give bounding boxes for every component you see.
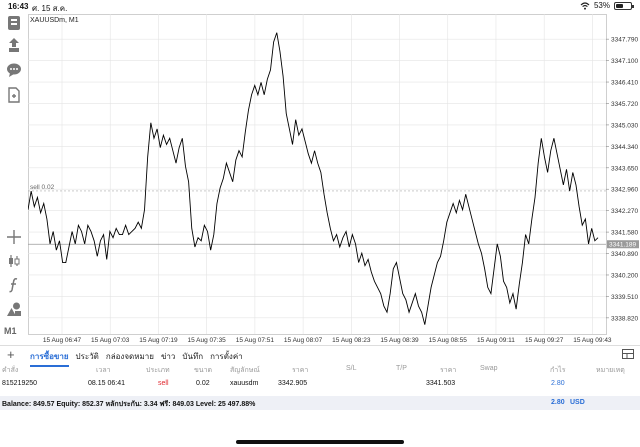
y-tick-label: 3339.510 — [611, 294, 638, 301]
x-tick-label: 15 Aug 08:23 — [332, 337, 371, 344]
status-right: 53% — [580, 1, 634, 10]
x-tick-label: 15 Aug 09:27 — [525, 337, 564, 344]
col-order: คำสั่ง — [2, 367, 19, 374]
col-symbol: สัญลักษณ์ — [230, 367, 260, 374]
order-size: 0.02 — [196, 380, 210, 387]
terminal-tabs: การซื้อขาย ประวัติ กล่องจดหมาย ข่าว บันท… — [30, 350, 243, 367]
crosshair-icon[interactable] — [5, 228, 23, 246]
col-profit: กำไร — [550, 367, 566, 374]
tab-settings[interactable]: การตั้งค่า — [210, 352, 243, 361]
document-icon[interactable] — [5, 86, 23, 104]
col-type: ประเภท — [146, 367, 170, 374]
x-tick-label: 15 Aug 07:19 — [139, 337, 178, 344]
y-tick-label: 3338.820 — [611, 315, 638, 322]
y-tick-label: 3345.720 — [611, 101, 638, 108]
col-sl: S/L — [346, 365, 357, 372]
chat-icon[interactable] — [5, 61, 23, 79]
col-time: เวลา — [96, 367, 111, 374]
total-profit: 2.80 — [551, 399, 565, 406]
table-header: คำสั่ง เวลา ประเภท ขนาด สัญลักษณ์ ราคา S… — [0, 365, 640, 377]
current-price-label: 3341.189 — [609, 242, 636, 249]
y-tick-label: 3342.270 — [611, 208, 638, 215]
status-date: ศ. 15 ส.ค. — [32, 4, 68, 13]
price-series-line — [28, 32, 599, 325]
x-tick-label: 15 Aug 08:39 — [380, 337, 419, 344]
balance-summary: Balance: 849.57 Equity: 852.37 หลักประกั… — [2, 401, 256, 408]
order-type: sell — [158, 380, 169, 387]
tab-mailbox[interactable]: กล่องจดหมาย — [105, 352, 154, 361]
function-icon[interactable] — [5, 276, 23, 294]
col-comment: หมายเหตุ — [596, 367, 625, 374]
battery-fill — [616, 3, 624, 8]
col-tp: T/P — [396, 365, 407, 372]
grid-icon[interactable] — [622, 349, 634, 361]
x-tick-label: 15 Aug 06:47 — [43, 337, 82, 344]
price-chart[interactable]: 3338.820 3339.510 3340.200 3340.890 3341.580… — [28, 14, 640, 344]
col-price: ราคา — [292, 367, 309, 374]
col-size: ขนาด — [194, 367, 213, 374]
terminal-tabbar: + การซื้อขาย ประวัติ กล่องจดหมาย ข่าว บั… — [0, 345, 640, 367]
tab-trade[interactable]: การซื้อขาย — [30, 350, 69, 367]
candles-icon[interactable] — [5, 252, 23, 270]
objects-icon[interactable] — [5, 300, 23, 318]
trade-arrows-icon[interactable] — [5, 36, 23, 54]
y-tick-label: 3345.030 — [611, 122, 638, 129]
order-price-current: 3341.503 — [426, 380, 456, 387]
order-symbol: xauusdm — [230, 380, 259, 387]
y-tick-label: 3342.960 — [611, 187, 638, 194]
battery-percent: 53% — [593, 1, 610, 10]
left-toolbar: M1 — [0, 14, 28, 340]
order-price-open: 3342.905 — [278, 380, 308, 387]
y-tick-label: 3340.200 — [611, 272, 638, 279]
timeframe-button[interactable]: M1 — [4, 326, 17, 336]
x-tick-label: 15 Aug 09:11 — [477, 337, 515, 344]
new-order-icon[interactable] — [5, 14, 23, 32]
currency-label: USD — [570, 399, 585, 406]
add-icon[interactable]: + — [7, 347, 15, 362]
x-tick-label: 15 Aug 07:03 — [91, 337, 130, 344]
tab-news[interactable]: ข่าว — [160, 352, 176, 361]
table-row[interactable]: 815219250 08.15 06:41 sell 0.02 xauusdm … — [0, 380, 640, 392]
y-tick-label: 3347.100 — [611, 58, 638, 65]
x-tick-label: 15 Aug 07:51 — [236, 337, 275, 344]
y-tick-label: 3347.790 — [611, 37, 638, 44]
status-time: 16:43 — [8, 2, 29, 11]
x-tick-label: 15 Aug 07:35 — [187, 337, 226, 344]
order-id: 815219250 — [2, 380, 38, 387]
current-price-badge — [607, 240, 639, 249]
y-tick-label: 3346.410 — [611, 80, 638, 87]
y-tick-label: 3343.650 — [611, 165, 638, 172]
y-tick-label: 3341.580 — [611, 230, 638, 237]
status-bar: 16:43 ศ. 15 ส.ค. 53% — [0, 0, 640, 14]
wifi-icon — [580, 1, 590, 10]
y-tick-label: 3340.890 — [611, 251, 638, 258]
chart-area[interactable]: 3338.820 3339.510 3340.200 3340.890 3341.580… — [28, 14, 640, 344]
battery-icon — [614, 1, 634, 10]
y-tick-label: 3344.340 — [611, 144, 638, 151]
order-time: 08.15 06:41 — [88, 380, 125, 387]
order-profit: 2.80 — [551, 380, 565, 387]
x-tick-label: 15 Aug 09:43 — [573, 337, 612, 344]
col-swap: Swap — [480, 365, 498, 372]
plot-frame — [28, 14, 607, 335]
chart-symbol-label: XAUUSDm, M1 — [30, 17, 79, 24]
x-tick-label: 15 Aug 08:07 — [284, 337, 323, 344]
tab-history[interactable]: ประวัติ — [75, 352, 99, 361]
home-indicator[interactable] — [236, 440, 404, 444]
balance-bar: Balance: 849.57 Equity: 852.37 หลักประกั… — [0, 396, 640, 410]
tab-journal[interactable]: บันทึก — [182, 352, 204, 361]
x-tick-label: 15 Aug 08:55 — [429, 337, 468, 344]
sell-order-label: sell 0.02 — [30, 184, 55, 191]
col-price-current: ราคา — [440, 367, 457, 374]
